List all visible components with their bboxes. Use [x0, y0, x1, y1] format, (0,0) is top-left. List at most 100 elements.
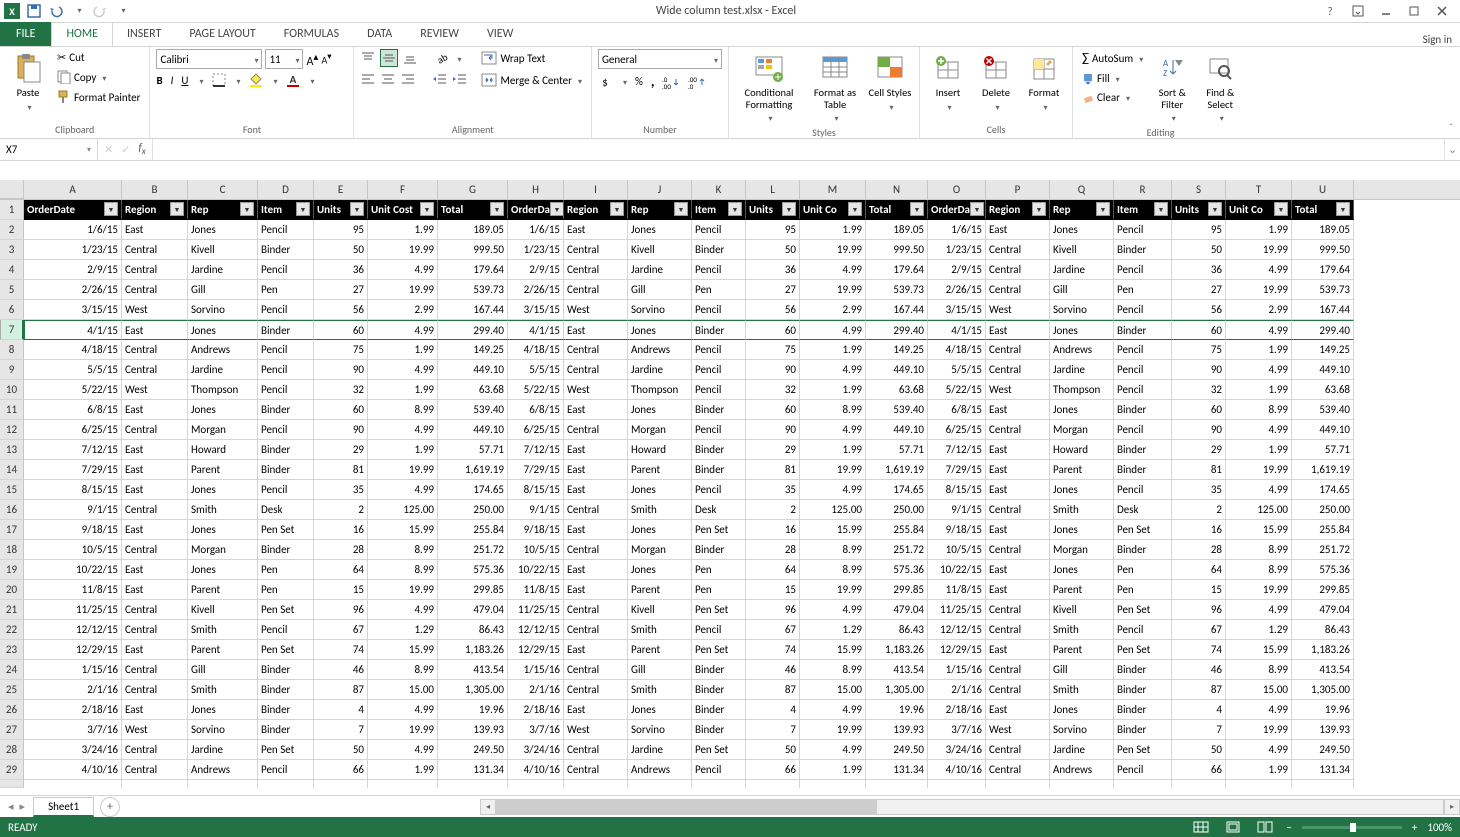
cell[interactable]: East	[986, 560, 1050, 580]
cell[interactable]: 255.84	[866, 520, 928, 540]
cell[interactable]: Binder	[258, 700, 314, 720]
row-header[interactable]: 22	[0, 620, 24, 640]
cell[interactable]: 11/8/15	[928, 580, 986, 600]
cell[interactable]: 66	[1172, 760, 1226, 780]
cell-styles-button[interactable]: Cell Styles	[867, 49, 913, 112]
cell[interactable]: 6/8/15	[928, 400, 986, 420]
cell[interactable]: Pen Set	[692, 640, 746, 660]
filter-dropdown-icon[interactable]: ▼	[170, 202, 184, 216]
cell[interactable]: Pencil	[258, 380, 314, 400]
cell[interactable]: Pencil	[1114, 300, 1172, 320]
cell[interactable]: Andrews	[1050, 340, 1114, 360]
cell[interactable]: Sorvino	[188, 720, 258, 740]
cell[interactable]: 2	[1172, 500, 1226, 520]
cell[interactable]: 15.99	[800, 640, 866, 660]
collapse-ribbon-icon[interactable]: ˆ	[1442, 47, 1460, 138]
cell[interactable]: 2	[314, 500, 368, 520]
sort-filter-button[interactable]: AZSort & Filter	[1150, 49, 1194, 124]
expand-formula-bar-icon[interactable]: ⌄	[1444, 139, 1460, 160]
delete-cells-button[interactable]: Delete	[974, 49, 1018, 112]
column-header[interactable]: K	[692, 180, 746, 199]
increase-font-icon[interactable]: A▴	[306, 50, 318, 69]
cell[interactable]: 4/10/16	[508, 760, 564, 780]
cell[interactable]: 6/8/15	[24, 400, 122, 420]
cell[interactable]: 96	[1172, 600, 1226, 620]
cell[interactable]: Central	[122, 600, 188, 620]
row-header[interactable]: 19	[0, 560, 24, 580]
cell[interactable]: 28	[1172, 540, 1226, 560]
cell[interactable]: 4.99	[800, 600, 866, 620]
cell[interactable]: 1.99	[800, 440, 866, 460]
tab-formulas[interactable]: FORMULAS	[270, 22, 353, 46]
save-icon[interactable]	[26, 3, 42, 19]
align-left-icon[interactable]	[360, 71, 376, 87]
cell[interactable]: 7	[314, 720, 368, 740]
cell[interactable]: East	[564, 520, 628, 540]
row-header[interactable]: 5	[0, 280, 24, 300]
cell[interactable]: 1,305.00	[438, 680, 508, 700]
cell[interactable]: 4.99	[800, 700, 866, 720]
copy-button[interactable]: Copy	[54, 68, 143, 86]
cell[interactable]: 12/12/15	[508, 620, 564, 640]
cell[interactable]: East	[122, 700, 188, 720]
cell[interactable]: 2/9/15	[508, 260, 564, 280]
cell[interactable]: 4.99	[368, 420, 438, 440]
sign-in-link[interactable]: Sign in	[1423, 33, 1460, 46]
filter-dropdown-icon[interactable]: ▼	[296, 202, 310, 216]
tab-insert[interactable]: INSERT	[113, 22, 175, 46]
cell[interactable]: 19.99	[1226, 240, 1292, 260]
cell[interactable]: 1,619.19	[438, 460, 508, 480]
cell[interactable]: 5/22/15	[508, 380, 564, 400]
column-header[interactable]: I	[564, 180, 628, 199]
cell[interactable]: 15	[314, 580, 368, 600]
underline-button[interactable]: U	[181, 74, 188, 87]
cell[interactable]: 8.99	[368, 660, 438, 680]
cell[interactable]: 449.10	[438, 420, 508, 440]
cell[interactable]: 19.99	[800, 460, 866, 480]
cell[interactable]: Binder	[1114, 460, 1172, 480]
column-header[interactable]: Q	[1050, 180, 1114, 199]
cell[interactable]: 575.36	[438, 560, 508, 580]
column-header[interactable]: R	[1114, 180, 1172, 199]
cell[interactable]: 999.50	[438, 240, 508, 260]
file-tab[interactable]: FILE	[0, 22, 51, 46]
cell[interactable]: Sorvino	[628, 300, 692, 320]
cell[interactable]: Pencil	[258, 480, 314, 500]
cell[interactable]: Desk	[258, 500, 314, 520]
cell[interactable]: Pen	[692, 560, 746, 580]
row-header[interactable]: 29	[0, 760, 24, 780]
cell[interactable]: West	[564, 300, 628, 320]
cell[interactable]: 149.25	[866, 340, 928, 360]
cell[interactable]: 125.00	[1226, 500, 1292, 520]
row-header[interactable]: 9	[0, 360, 24, 380]
cell[interactable]: Kivell	[628, 240, 692, 260]
cell[interactable]: Binder	[692, 680, 746, 700]
cell[interactable]: 139.93	[438, 720, 508, 740]
cell[interactable]: Smith	[188, 620, 258, 640]
cell[interactable]: Central	[564, 420, 628, 440]
cell[interactable]: 8.99	[1226, 540, 1292, 560]
cell[interactable]: Central	[122, 760, 188, 780]
cell[interactable]: Central	[564, 500, 628, 520]
cell[interactable]: Binder	[1114, 660, 1172, 680]
decrease-indent-icon[interactable]	[432, 71, 448, 87]
cell[interactable]: 167.44	[438, 300, 508, 320]
cell[interactable]: Pencil	[258, 420, 314, 440]
cell[interactable]: 15.00	[368, 680, 438, 700]
cell[interactable]: 1.99	[1226, 760, 1292, 780]
cell[interactable]: Pencil	[1114, 260, 1172, 280]
cell[interactable]: 4/18/15	[24, 340, 122, 360]
cell[interactable]: Howard	[1050, 440, 1114, 460]
cell[interactable]: Binder	[692, 240, 746, 260]
filter-dropdown-icon[interactable]: ▼	[1274, 202, 1288, 216]
cell[interactable]: Kivell	[188, 600, 258, 620]
cell[interactable]: 255.84	[438, 520, 508, 540]
cell[interactable]: East	[564, 460, 628, 480]
cell[interactable]: 16	[314, 520, 368, 540]
align-bottom-icon[interactable]	[402, 50, 418, 66]
cell[interactable]	[564, 780, 628, 788]
cell[interactable]	[866, 780, 928, 788]
cell[interactable]: 4.99	[368, 600, 438, 620]
cell[interactable]: 19.99	[368, 240, 438, 260]
cell[interactable]: 449.10	[866, 360, 928, 380]
